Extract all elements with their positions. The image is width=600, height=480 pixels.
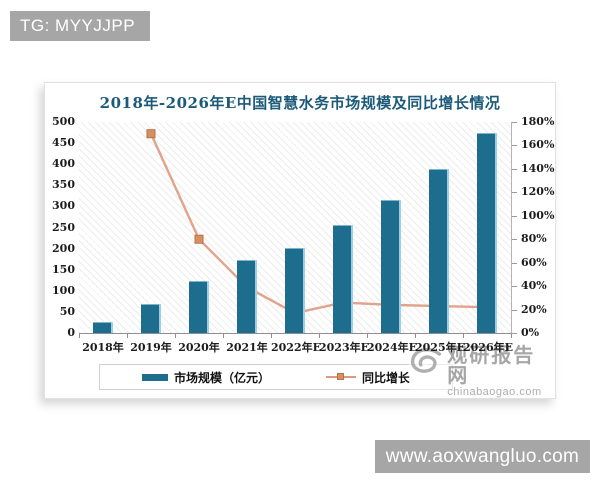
x-axis-label-2026年E: 2026年E — [463, 341, 513, 354]
right-axis-tick-20%: 20% — [521, 302, 547, 316]
right-axis-tick-0%: 0% — [521, 326, 540, 339]
watermark-name: 观研报告网 — [447, 343, 536, 387]
left-axis-tick-200: 200 — [52, 241, 75, 255]
x-axis-tickmark — [127, 334, 128, 338]
right-axis-tick-60%: 60% — [521, 255, 547, 269]
right-axis-tickmark — [512, 145, 517, 147]
right-axis-tickmark — [512, 262, 517, 264]
line-marker-swatch — [337, 373, 344, 380]
x-axis-label-2025年E: 2025年E — [415, 341, 465, 354]
left-axis-tick-250: 250 — [52, 220, 75, 234]
x-axis-label-2024年E: 2024年E — [367, 341, 417, 354]
x-axis-tickmark — [463, 334, 464, 338]
chart-card: 2018年-2026年E中国智慧水务市场规模及同比增长情况 市场规模（亿元） 同… — [44, 82, 556, 399]
bar-swatch — [141, 373, 168, 381]
x-axis-tickmark — [367, 334, 368, 338]
right-axis-tickmark — [512, 168, 517, 170]
right-axis-tick-100%: 100% — [521, 208, 555, 222]
legend-item-market-size: 市场规模（亿元） — [141, 369, 270, 386]
right-axis-tickmark — [512, 122, 517, 123]
header-tag-text: TG: MYYJJPP — [20, 16, 136, 35]
left-axis-tick-450: 450 — [52, 136, 75, 150]
watermark: 观研报告网 chinabaogao.com — [409, 345, 555, 398]
right-axis-tickmark — [512, 286, 517, 288]
right-axis-tick-180%: 180% — [521, 115, 555, 128]
bar-2018年 — [93, 322, 113, 333]
x-axis-label-2018年: 2018年 — [82, 341, 124, 354]
bar-2021年 — [237, 259, 257, 333]
watermark-swirl-icon — [410, 348, 442, 373]
chart-title: 2018年-2026年E中国智慧水务市场规模及同比增长情况 — [99, 94, 501, 112]
right-axis-tick-140%: 140% — [521, 161, 555, 175]
bar-2019年 — [141, 304, 161, 333]
bar-2025年E — [429, 169, 449, 333]
bar-2022年E — [285, 248, 305, 333]
left-axis-tick-500: 500 — [52, 115, 75, 128]
right-axis-tickmark — [512, 239, 517, 241]
right-axis-tick-160%: 160% — [521, 138, 555, 152]
x-axis-tickmark — [415, 334, 416, 338]
x-axis-label-2021年: 2021年 — [226, 341, 268, 354]
bar-2026年E — [477, 132, 497, 333]
right-axis-tickmark — [512, 192, 517, 194]
left-axis-tick-50: 50 — [59, 304, 75, 318]
left-axis-tick-100: 100 — [52, 283, 75, 297]
bar-2023年E — [333, 225, 353, 333]
x-axis-tickmark — [271, 334, 272, 338]
x-axis-tickmark — [511, 334, 512, 338]
x-axis-tickmark — [223, 334, 224, 338]
right-axis-tickmark — [512, 215, 517, 217]
left-axis-tick-150: 150 — [52, 262, 75, 276]
right-axis-tick-40%: 40% — [521, 279, 547, 293]
watermark-domain: chinabaogao.com — [447, 386, 542, 398]
right-axis-tick-80%: 80% — [521, 232, 547, 246]
legend-item-growth: 同比增长 — [326, 369, 410, 386]
footer-url-bar: www.aoxwangluo.com — [375, 440, 590, 473]
x-axis-label-2019年: 2019年 — [130, 341, 172, 354]
footer-url-text: www.aoxwangluo.com — [385, 445, 580, 467]
x-axis-label-2022年E: 2022年E — [271, 341, 321, 354]
line-swatch — [326, 373, 356, 380]
header-tag-bar: TG: MYYJJPP — [10, 11, 150, 41]
right-axis-tickmark — [512, 309, 517, 311]
left-axis-tick-400: 400 — [52, 157, 75, 171]
x-axis-tickmark — [79, 334, 80, 338]
legend-label-growth: 同比增长 — [362, 370, 411, 385]
legend-box: 市场规模（亿元） 同比增长 — [99, 364, 453, 390]
left-axis-tick-300: 300 — [52, 199, 75, 213]
x-axis-tickmark — [319, 334, 320, 338]
right-axis-tickmark — [512, 333, 517, 334]
left-axis-tick-350: 350 — [52, 178, 75, 192]
legend-label-market-size: 市场规模（亿元） — [173, 370, 270, 385]
left-axis-tick-0: 0 — [67, 326, 75, 339]
x-axis-label-2023年E: 2023年E — [319, 341, 369, 354]
bar-2020年 — [189, 280, 209, 333]
bar-2024年E — [381, 200, 401, 333]
x-axis-label-2020年: 2020年 — [178, 341, 220, 354]
right-axis-tick-120%: 120% — [521, 185, 555, 199]
x-axis-tickmark — [175, 334, 176, 338]
